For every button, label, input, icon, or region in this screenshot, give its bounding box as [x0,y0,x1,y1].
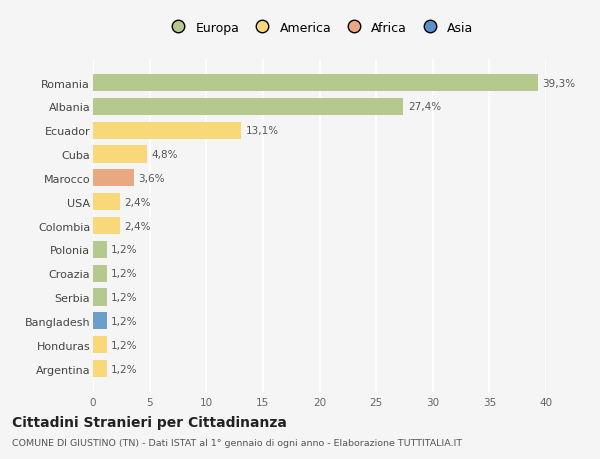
Legend: Europa, America, Africa, Asia: Europa, America, Africa, Asia [163,19,476,37]
Bar [93,218,120,235]
Bar [93,194,120,211]
Text: 3,6%: 3,6% [139,174,165,184]
Bar [93,313,107,330]
Text: 2,4%: 2,4% [125,197,151,207]
Text: 1,2%: 1,2% [111,364,137,374]
Text: 27,4%: 27,4% [408,102,441,112]
Text: 1,2%: 1,2% [111,269,137,279]
Bar [93,75,538,92]
Text: COMUNE DI GIUSTINO (TN) - Dati ISTAT al 1° gennaio di ogni anno - Elaborazione T: COMUNE DI GIUSTINO (TN) - Dati ISTAT al … [12,438,462,447]
Text: 4,8%: 4,8% [152,150,178,160]
Text: 1,2%: 1,2% [111,292,137,302]
Bar [93,170,134,187]
Text: Cittadini Stranieri per Cittadinanza: Cittadini Stranieri per Cittadinanza [12,415,287,429]
Bar [93,289,107,306]
Text: 13,1%: 13,1% [246,126,279,136]
Text: 39,3%: 39,3% [542,78,576,88]
Bar [93,123,241,140]
Bar [93,360,107,377]
Text: 1,2%: 1,2% [111,245,137,255]
Text: 2,4%: 2,4% [125,221,151,231]
Bar [93,99,403,116]
Bar [93,146,148,163]
Bar [93,265,107,282]
Text: 1,2%: 1,2% [111,340,137,350]
Text: 1,2%: 1,2% [111,316,137,326]
Bar [93,241,107,258]
Bar [93,336,107,353]
